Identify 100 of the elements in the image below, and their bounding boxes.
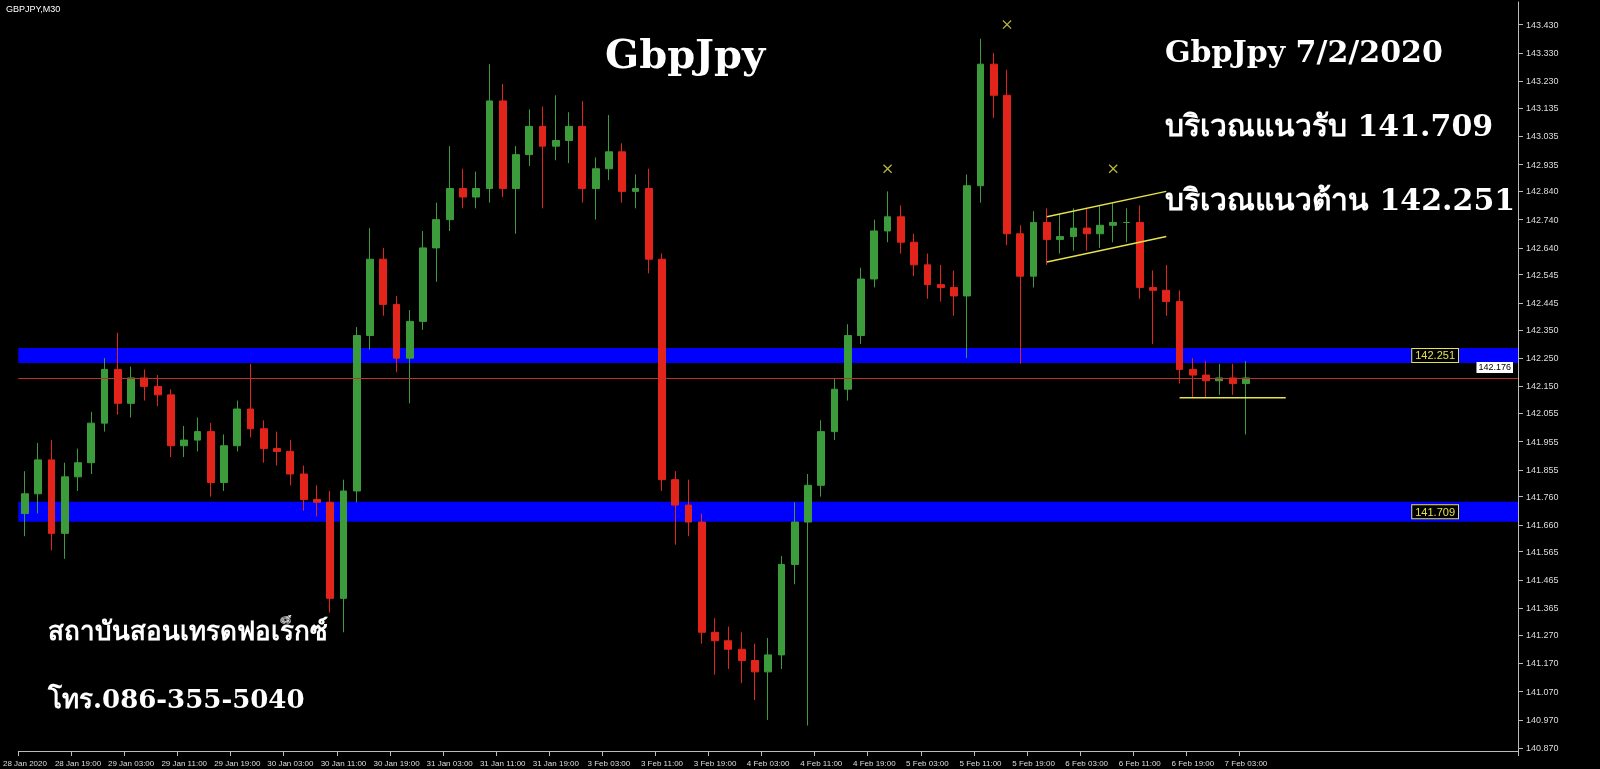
candlestick — [950, 270, 958, 317]
candlestick — [154, 374, 162, 407]
y-tick-label: 141.270 — [1526, 630, 1559, 641]
candlestick — [1202, 360, 1210, 399]
x-tick-label: 4 Feb 03:00 — [746, 758, 791, 768]
x-tick-label: 4 Feb 11:00 — [800, 758, 843, 768]
x-tick-label: 29 Jan 03:00 — [107, 758, 155, 768]
candlestick — [21, 470, 29, 537]
candlestick — [379, 247, 387, 317]
candlestick — [300, 465, 308, 512]
candlestick — [592, 156, 600, 221]
candlestick — [618, 142, 626, 204]
annotation: GbpJpy 7/2/2020 — [1165, 33, 1443, 69]
candlestick — [751, 643, 759, 701]
x-tick-label: 30 Jan 19:00 — [373, 758, 421, 768]
candlestick — [1070, 207, 1077, 252]
candlestick — [937, 264, 945, 303]
y-tick-label: 141.170 — [1526, 658, 1559, 669]
x-tick-label: 6 Feb 11:00 — [1118, 758, 1162, 768]
candlestick — [645, 168, 653, 274]
ref-line-label: 142.176 — [1478, 362, 1511, 373]
candlestick — [884, 190, 891, 243]
candlestick — [286, 439, 294, 486]
candlestick — [1149, 270, 1157, 345]
candlestick — [1030, 210, 1037, 288]
text: GbpJpy — [605, 29, 767, 77]
candlestick — [539, 106, 546, 209]
candlestick — [247, 363, 254, 438]
candlestick — [353, 326, 361, 503]
candlestick — [685, 479, 692, 537]
x-tick-label: 30 Jan 11:00 — [320, 758, 367, 768]
x-tick-label: 29 Jan 19:00 — [214, 758, 261, 768]
candlestick — [140, 368, 148, 402]
y-tick-label: 143.035 — [1526, 131, 1559, 142]
y-tick-label: 142.935 — [1526, 159, 1559, 170]
candlestick — [1003, 69, 1011, 246]
annotation: โทร.086-355-5040 — [47, 683, 305, 714]
x-tick-label: 28 Jan 2020 — [2, 758, 48, 768]
candlestick — [1242, 360, 1250, 435]
candlestick — [1056, 213, 1064, 255]
annotation: สถาบันสอนเทรดฟอเร็กซ์ — [48, 615, 328, 646]
candlestick — [34, 442, 42, 515]
candlestick — [698, 513, 706, 645]
y-tick-label: 142.545 — [1526, 269, 1559, 280]
candlestick — [419, 230, 427, 331]
candlestick — [1123, 207, 1130, 243]
candlestick — [738, 631, 746, 684]
candlestick — [804, 473, 812, 727]
candlestick — [48, 439, 55, 551]
y-tick-label: 141.565 — [1526, 546, 1559, 557]
y-tick-label: 140.870 — [1526, 743, 1559, 754]
candlestick — [101, 357, 108, 433]
candlestick — [857, 267, 865, 345]
y-tick-label: 142.640 — [1526, 242, 1559, 253]
candlestick — [963, 173, 971, 359]
candlestick — [459, 168, 467, 209]
candlestick — [472, 171, 480, 209]
y-tick-label: 142.250 — [1526, 353, 1559, 364]
candlestick — [1136, 205, 1144, 300]
candlestick — [1189, 357, 1197, 399]
y-tick-label: 141.365 — [1526, 603, 1559, 614]
candlestick — [1096, 205, 1104, 249]
x-tick-label: 3 Feb 19:00 — [693, 758, 737, 768]
candlestick — [924, 253, 931, 300]
y-tick-label: 142.150 — [1526, 381, 1559, 392]
annotation: GBPJPY,M30 — [6, 3, 61, 14]
candlestick — [167, 388, 175, 458]
candlestick — [711, 617, 719, 676]
candlestick — [220, 433, 228, 492]
candlestick — [990, 52, 998, 119]
candlestick — [565, 111, 573, 164]
annotation: บริเวณแนวรับ 141.709 — [1165, 107, 1494, 143]
band-label: 142.251 — [1415, 349, 1455, 362]
candlestick — [340, 479, 347, 633]
candlestick — [194, 416, 201, 452]
x-tick-label: 6 Feb 03:00 — [1065, 758, 1109, 768]
candlestick — [114, 332, 122, 416]
candlestick — [406, 309, 414, 404]
y-tick-label: 143.330 — [1526, 47, 1559, 58]
candlestick — [180, 425, 188, 458]
candlestick — [525, 108, 533, 167]
candlestick — [977, 38, 984, 204]
candlestick — [233, 400, 241, 452]
candlestick — [764, 637, 772, 721]
candlestick — [778, 555, 785, 670]
x-tick-label: 5 Feb 03:00 — [906, 758, 950, 768]
y-tick-label: 141.955 — [1526, 436, 1559, 447]
y-tick-label: 141.660 — [1526, 519, 1559, 530]
y-tick-label: 140.970 — [1526, 714, 1559, 725]
candlestick — [831, 377, 838, 441]
y-tick-label: 141.465 — [1526, 575, 1559, 585]
x-tick-label: 30 Jan 03:00 — [267, 758, 315, 768]
candlestick — [552, 94, 560, 161]
x-tick-label: 3 Feb 03:00 — [587, 758, 631, 768]
x-tick-label: 5 Feb 19:00 — [1012, 758, 1056, 768]
candlestick — [1083, 207, 1091, 252]
candlestick — [313, 484, 321, 517]
y-tick-label: 143.430 — [1526, 19, 1559, 30]
y-tick-label: 142.445 — [1526, 298, 1559, 309]
candlestick — [273, 431, 281, 467]
